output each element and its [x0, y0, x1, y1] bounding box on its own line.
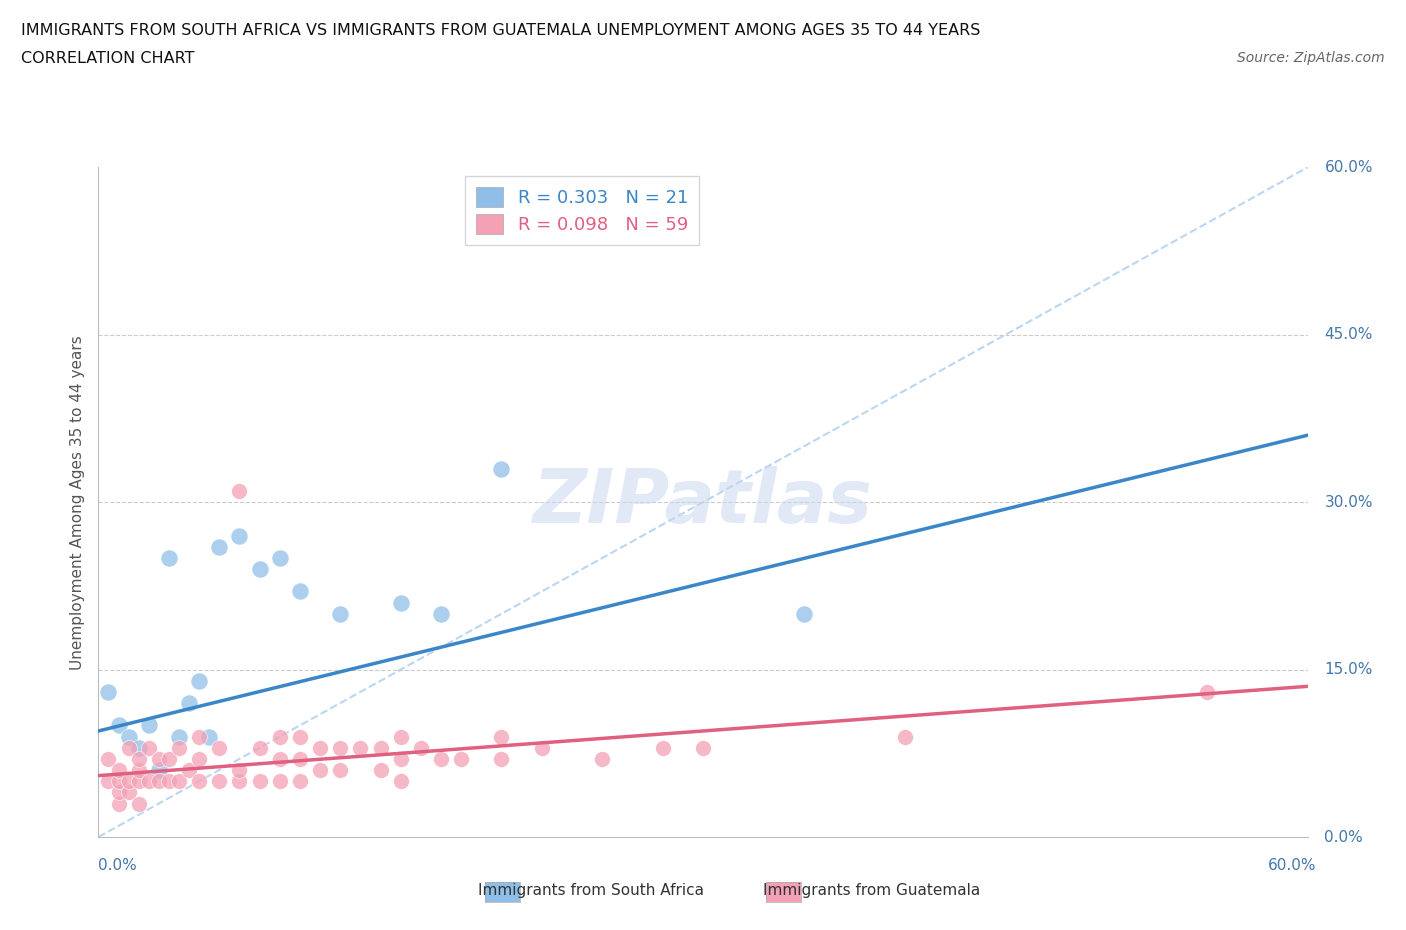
Point: [128, 796, 150, 811]
Point: [188, 774, 211, 789]
Point: [288, 751, 311, 766]
Point: [107, 785, 129, 800]
Text: 0.0%: 0.0%: [1324, 830, 1364, 844]
Point: [409, 740, 432, 755]
Point: [107, 763, 129, 777]
Point: [450, 751, 472, 766]
Point: [651, 740, 673, 755]
Point: [249, 740, 271, 755]
Point: [329, 606, 352, 621]
Point: [228, 484, 250, 498]
Point: [179, 696, 201, 711]
Point: [288, 774, 311, 789]
Text: Source: ZipAtlas.com: Source: ZipAtlas.com: [1237, 51, 1385, 65]
Point: [309, 763, 332, 777]
Point: [97, 751, 120, 766]
Point: [370, 740, 392, 755]
Point: [228, 528, 250, 543]
Point: [157, 751, 180, 766]
Text: 45.0%: 45.0%: [1324, 327, 1372, 342]
Point: [491, 461, 513, 476]
Point: [269, 751, 291, 766]
Point: [167, 740, 190, 755]
Point: [389, 751, 412, 766]
Point: [118, 729, 141, 744]
Point: [188, 673, 211, 688]
Text: 60.0%: 60.0%: [1268, 857, 1316, 872]
Point: [893, 729, 915, 744]
Text: 60.0%: 60.0%: [1324, 160, 1372, 175]
Point: [208, 740, 231, 755]
Point: [1195, 684, 1218, 699]
Point: [128, 740, 150, 755]
Point: [530, 740, 553, 755]
Point: [157, 774, 180, 789]
Point: [188, 751, 211, 766]
Point: [249, 774, 271, 789]
Point: [198, 729, 221, 744]
Text: 15.0%: 15.0%: [1324, 662, 1372, 677]
Point: [148, 751, 170, 766]
Point: [128, 763, 150, 777]
Point: [167, 729, 190, 744]
Text: IMMIGRANTS FROM SOUTH AFRICA VS IMMIGRANTS FROM GUATEMALA UNEMPLOYMENT AMONG AGE: IMMIGRANTS FROM SOUTH AFRICA VS IMMIGRAN…: [21, 23, 980, 38]
Point: [188, 729, 211, 744]
Point: [138, 740, 160, 755]
Point: [97, 774, 120, 789]
Point: [430, 751, 453, 766]
Point: [389, 595, 412, 610]
Point: [349, 740, 371, 755]
Point: [118, 740, 141, 755]
Point: [389, 774, 412, 789]
Point: [288, 729, 311, 744]
Text: CORRELATION CHART: CORRELATION CHART: [21, 51, 194, 66]
Point: [107, 718, 129, 733]
Point: [329, 763, 352, 777]
Point: [309, 740, 332, 755]
Point: [128, 774, 150, 789]
Point: [491, 729, 513, 744]
Point: [228, 774, 250, 789]
Point: [370, 763, 392, 777]
Point: [269, 551, 291, 565]
Point: [118, 785, 141, 800]
Point: [269, 729, 291, 744]
Point: [138, 774, 160, 789]
Point: [138, 718, 160, 733]
Point: [430, 606, 453, 621]
Point: [157, 551, 180, 565]
Point: [107, 774, 129, 789]
Point: [107, 796, 129, 811]
Point: [591, 751, 613, 766]
Point: [208, 774, 231, 789]
Text: Immigrants from South Africa: Immigrants from South Africa: [478, 884, 703, 898]
Point: [288, 584, 311, 599]
Text: 0.0%: 0.0%: [98, 857, 138, 872]
Point: [167, 774, 190, 789]
Point: [228, 763, 250, 777]
Point: [389, 729, 412, 744]
Point: [179, 763, 201, 777]
Point: [97, 684, 120, 699]
Point: [148, 774, 170, 789]
Point: [208, 539, 231, 554]
Point: [692, 740, 714, 755]
Point: [128, 751, 150, 766]
Y-axis label: Unemployment Among Ages 35 to 44 years: Unemployment Among Ages 35 to 44 years: [69, 335, 84, 670]
Point: [118, 774, 141, 789]
Text: ZIPatlas: ZIPatlas: [533, 466, 873, 538]
Legend: R = 0.303   N = 21, R = 0.098   N = 59: R = 0.303 N = 21, R = 0.098 N = 59: [465, 177, 699, 246]
Point: [269, 774, 291, 789]
Point: [491, 751, 513, 766]
Point: [793, 606, 815, 621]
Text: 30.0%: 30.0%: [1324, 495, 1372, 510]
Point: [148, 763, 170, 777]
Point: [329, 740, 352, 755]
Text: Immigrants from Guatemala: Immigrants from Guatemala: [763, 884, 980, 898]
Point: [249, 562, 271, 577]
